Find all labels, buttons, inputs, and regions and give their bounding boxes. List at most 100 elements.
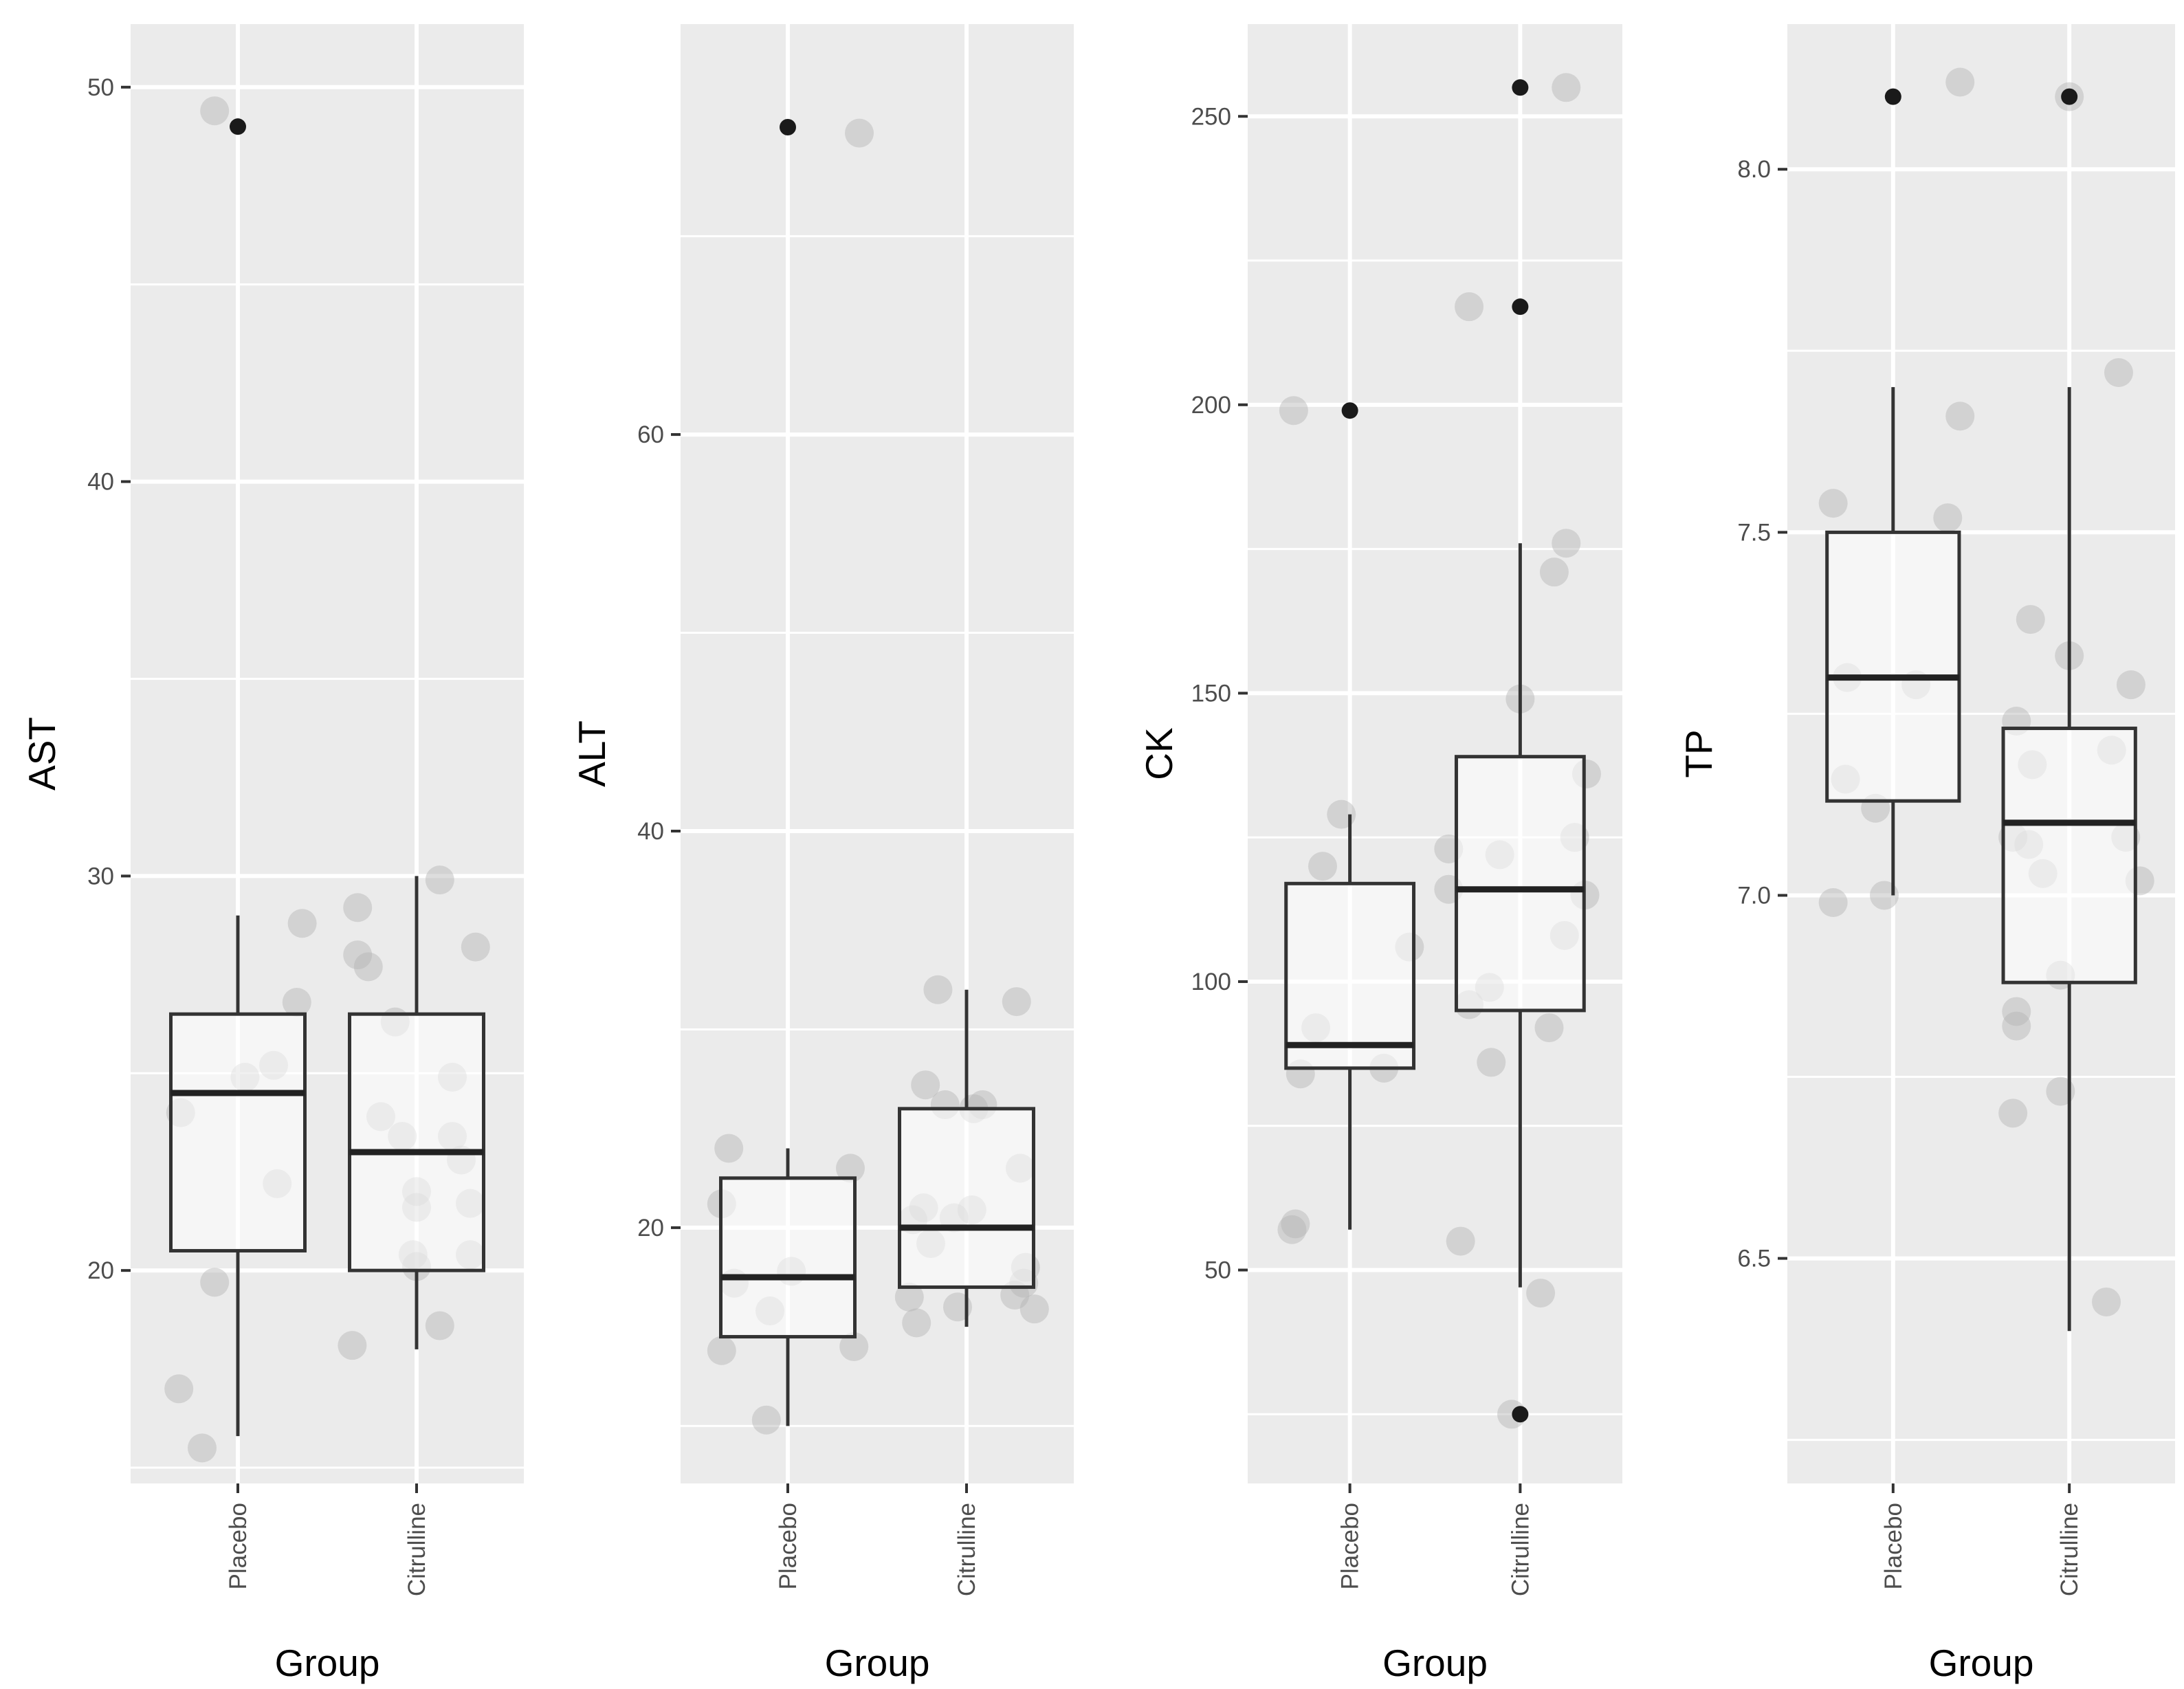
jitter-point <box>1945 401 1975 431</box>
jitter-point <box>1019 1294 1049 1324</box>
x-tick-label: Placebo <box>225 1503 252 1589</box>
jitter-point <box>1308 852 1337 881</box>
outlier-point <box>230 118 246 135</box>
y-axis-title: TP <box>1677 729 1720 777</box>
panel-background <box>1248 24 1622 1483</box>
jitter-point <box>1279 396 1308 426</box>
jitter-point <box>839 1332 869 1361</box>
jitter-point <box>1998 1099 2028 1128</box>
panel-ck: 50 100 150 200 250 Placebo Citrulline Group CK <box>1138 24 1622 1684</box>
jitter-point <box>1933 503 1963 533</box>
jitter-point <box>911 1070 940 1100</box>
jitter-point <box>200 1268 230 1297</box>
box-rect <box>1825 530 1961 803</box>
y-tick-label: 40 <box>637 818 664 845</box>
y-tick-label: 20 <box>87 1257 114 1284</box>
box-rect <box>719 1176 857 1339</box>
y-tick-label: 100 <box>1191 969 1231 995</box>
jitter-point <box>1526 1279 1556 1308</box>
x-tick-label: Placebo <box>1337 1503 1364 1589</box>
box-citrulline <box>2001 88 2137 1332</box>
jitter-point <box>2104 357 2133 387</box>
jitter-point <box>1818 888 1848 918</box>
jitter-point <box>751 1405 781 1435</box>
x-axis-title: Group <box>1382 1642 1488 1684</box>
jitter-point <box>1446 1226 1475 1256</box>
y-tick-label: 8.0 <box>1737 156 1771 183</box>
x-axis-title: Group <box>1929 1642 2034 1684</box>
jitter-point <box>353 952 383 982</box>
box-rect <box>169 1012 307 1252</box>
jitter-point <box>2002 1011 2031 1041</box>
jitter-point <box>1552 73 1581 102</box>
jitter-point <box>1552 529 1581 558</box>
y-tick-label: 7.5 <box>1737 519 1771 546</box>
jitter-point <box>425 865 454 895</box>
jitter-point <box>287 909 317 938</box>
y-tick-label: 150 <box>1191 680 1231 707</box>
jitter-point <box>188 1433 217 1463</box>
x-tick-label: Citrulline <box>404 1503 430 1596</box>
jitter-point <box>2016 605 2045 634</box>
outlier-point <box>2061 88 2078 105</box>
jitter-point <box>923 975 953 1004</box>
y-axis-title: AST <box>21 717 63 791</box>
box-rect <box>348 1012 485 1272</box>
box-rect <box>898 1107 1035 1289</box>
jitter-point <box>200 96 230 126</box>
jitter-point <box>1477 1048 1506 1077</box>
y-axis-title: ALT <box>571 720 613 787</box>
jitter-point <box>425 1311 454 1340</box>
x-tick-label: Placebo <box>1880 1503 1907 1589</box>
box-citrulline <box>1454 79 1586 1423</box>
jitter-point <box>707 1336 736 1365</box>
outlier-point <box>1512 298 1529 316</box>
x-tick-label: Citrulline <box>1507 1503 1534 1596</box>
jitter-point <box>461 932 490 962</box>
jitter-point <box>343 940 373 970</box>
jitter-point <box>1277 1215 1307 1244</box>
jitter-point <box>343 893 373 923</box>
y-tick-label: 50 <box>1204 1257 1231 1284</box>
jitter-point <box>714 1134 744 1163</box>
jitter-point <box>1534 1013 1564 1043</box>
jitter-point <box>164 1374 194 1404</box>
jitter-point <box>836 1153 865 1183</box>
outlier-point <box>1884 88 1901 105</box>
box-placebo <box>169 118 307 1437</box>
box-rect <box>1454 755 1586 1013</box>
box-rect <box>2001 727 2137 984</box>
y-tick-label: 30 <box>87 863 114 890</box>
jitter-point <box>282 987 311 1017</box>
outlier-point <box>1512 79 1529 96</box>
panel-ast: 20 30 40 50 Placebo Citrulline Group AST <box>21 24 524 1684</box>
box-rect <box>1284 881 1416 1070</box>
y-tick-label: 40 <box>87 469 114 496</box>
box-placebo <box>1825 88 1961 896</box>
jitter-point <box>845 118 874 148</box>
box-placebo <box>1284 402 1416 1230</box>
panel-tp: 6.5 7.0 7.5 8.0 Placebo Citrulline Group TP <box>1677 24 2175 1684</box>
box-placebo <box>719 118 857 1426</box>
jitter-point <box>1945 67 1975 97</box>
x-axis-title: Group <box>275 1642 380 1684</box>
y-tick-label: 250 <box>1191 103 1231 130</box>
outlier-point <box>1341 402 1358 419</box>
jitter-point <box>1002 987 1031 1017</box>
y-tick-label: 60 <box>637 421 664 448</box>
x-tick-label: Citrulline <box>953 1503 980 1596</box>
y-tick-label: 50 <box>87 74 114 101</box>
outlier-point <box>1512 1406 1529 1423</box>
jitter-point <box>1281 1209 1310 1239</box>
box-citrulline <box>898 989 1035 1327</box>
jitter-point <box>2092 1287 2121 1316</box>
panel-alt: 20 40 60 Placebo Citrulline Group ALT <box>571 24 1074 1684</box>
jitter-point <box>2116 670 2146 700</box>
jitter-point <box>1818 489 1848 518</box>
jitter-point <box>1455 292 1484 322</box>
x-tick-label: Placebo <box>775 1503 802 1589</box>
y-axis-title: CK <box>1138 727 1180 780</box>
y-tick-label: 6.5 <box>1737 1246 1771 1272</box>
jitter-point <box>338 1331 367 1360</box>
